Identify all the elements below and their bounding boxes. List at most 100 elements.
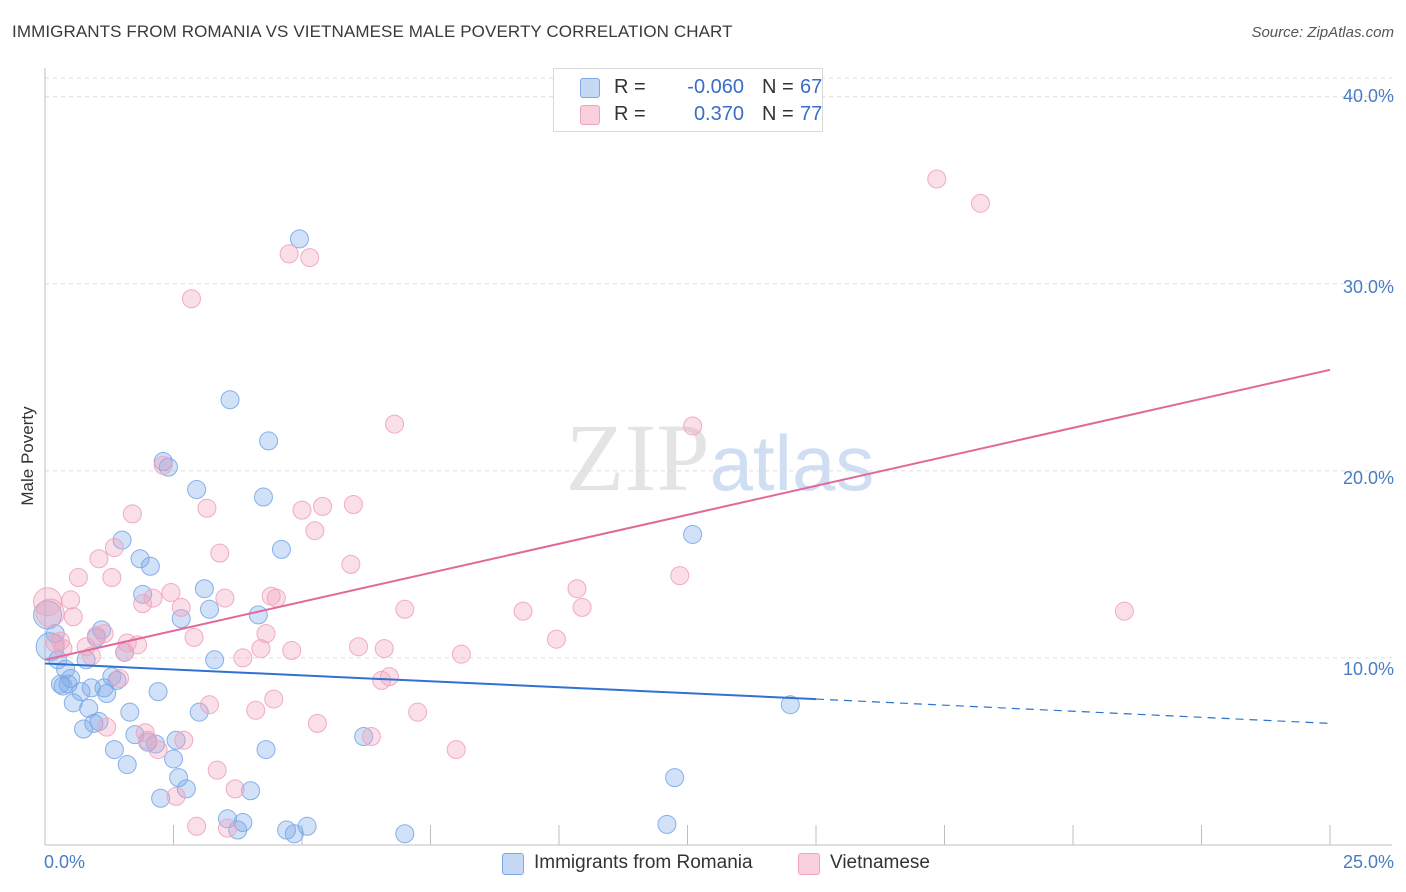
point-vietnamese [161, 582, 181, 602]
point-vietnamese [53, 639, 73, 659]
chart-title: IMMIGRANTS FROM ROMANIA VS VIETNAMESE MA… [12, 22, 733, 41]
point-vietnamese [300, 248, 320, 268]
point-vietnamese [61, 590, 81, 610]
point-vietnamese [567, 579, 587, 599]
point-vietnamese [122, 504, 142, 524]
watermark-zip: ZIP [566, 404, 710, 511]
point-romania [117, 755, 137, 775]
point-romania [665, 768, 685, 788]
point-romania [176, 779, 196, 799]
point-romania [194, 579, 214, 599]
point-romania [289, 229, 309, 249]
point-vietnamese [68, 567, 88, 587]
point-vietnamese [251, 639, 271, 659]
point-vietnamese [264, 689, 284, 709]
point-romania [259, 431, 279, 451]
vietnamese-legend-swatch [798, 853, 820, 875]
n-label: N = [762, 103, 794, 125]
r-label: R = [614, 76, 646, 98]
y-tick-label-40: 40.0% [1342, 86, 1394, 106]
point-vietnamese [279, 244, 299, 264]
point-vietnamese [374, 639, 394, 659]
point-romania [140, 556, 160, 576]
legend-label-vietnamese: Vietnamese [830, 852, 930, 873]
y-tick-label-20: 20.0% [1342, 468, 1394, 488]
point-vietnamese [446, 740, 466, 760]
point-vietnamese [927, 169, 947, 189]
point-romania [248, 605, 268, 625]
point-vietnamese [408, 702, 428, 722]
point-vietnamese [174, 730, 194, 750]
chart-source: Source: ZipAtlas.com [1251, 24, 1394, 41]
point-vietnamese [50, 631, 70, 651]
point-vietnamese [104, 538, 124, 558]
point-vietnamese [683, 416, 703, 436]
n-value-vietnamese: 77 [800, 103, 823, 125]
point-vietnamese [395, 599, 415, 619]
n-label: N = [762, 76, 794, 98]
point-vietnamese [217, 818, 237, 838]
point-romania [241, 781, 261, 801]
point-vietnamese [546, 629, 566, 649]
point-vietnamese [86, 625, 106, 645]
point-vietnamese [572, 597, 592, 617]
point-romania [102, 667, 122, 687]
point-romania [151, 788, 171, 808]
vietnamese-swatch [580, 105, 600, 125]
point-vietnamese [343, 495, 363, 515]
point-romania [164, 749, 183, 769]
point-romania [657, 814, 677, 834]
point-vietnamese [143, 588, 163, 608]
point-vietnamese [166, 786, 186, 806]
point-vietnamese [171, 597, 191, 617]
point-vietnamese [970, 193, 990, 213]
point-romania [107, 670, 127, 690]
point-vietnamese [135, 723, 155, 743]
point-vietnamese [207, 760, 227, 780]
series-romania-points [33, 229, 800, 844]
point-vietnamese [199, 695, 219, 715]
point-romania [61, 669, 81, 689]
point-vietnamese [292, 500, 312, 520]
n-value-romania: 67 [800, 76, 823, 98]
point-vietnamese [133, 594, 153, 614]
trend-line-romania-extension [815, 698, 1331, 725]
point-romania [130, 549, 150, 569]
gridlines [45, 77, 1392, 659]
point-vietnamese [246, 700, 266, 720]
point-romania [780, 695, 800, 715]
point-vietnamese [89, 549, 109, 569]
romania-legend-swatch [502, 853, 524, 875]
x-tick-label-min: 0.0% [44, 852, 86, 872]
point-vietnamese [184, 627, 204, 647]
point-vietnamese [225, 779, 245, 799]
r-label: R = [614, 103, 646, 125]
romania-swatch [580, 78, 600, 98]
x-tick-label-max: 25.0% [1342, 852, 1394, 872]
point-romania [71, 682, 91, 702]
r-value-romania: -0.060 [687, 76, 744, 98]
y-tick-label-10: 10.0% [1342, 659, 1394, 679]
point-romania [683, 524, 703, 544]
point-vietnamese [341, 554, 361, 574]
point-romania [89, 712, 109, 732]
point-romania [171, 609, 191, 629]
watermark-atlas: atlas [710, 419, 875, 507]
point-vietnamese [97, 717, 117, 737]
y-tick-label-30: 30.0% [1342, 277, 1394, 297]
point-romania [354, 726, 374, 746]
point-vietnamese [187, 816, 207, 836]
point-romania [166, 730, 186, 750]
point-romania [256, 740, 276, 760]
axes [44, 68, 1392, 846]
legend-label-romania: Immigrants from Romania [534, 852, 753, 873]
trend-line-vietnamese [44, 368, 1331, 661]
point-vietnamese [35, 598, 65, 628]
point-romania [148, 682, 168, 702]
series-vietnamese-points [33, 169, 1134, 838]
point-romania [187, 480, 207, 500]
point-romania [199, 599, 219, 619]
trend-line-romania [44, 662, 817, 701]
point-romania [104, 740, 124, 760]
